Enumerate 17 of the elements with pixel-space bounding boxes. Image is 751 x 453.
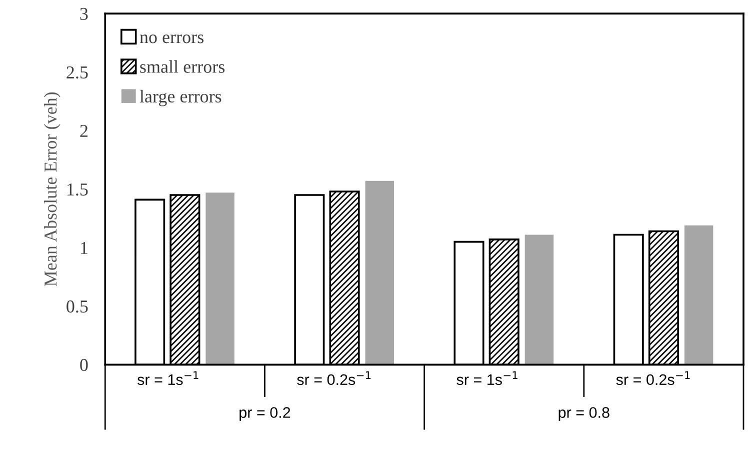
y-tick-label: 0 xyxy=(80,358,88,372)
y-tick-label: 2 xyxy=(80,124,88,137)
x-tick-label: sr = 1s$^{−1}$ xyxy=(137,371,198,386)
legend-label: small errors xyxy=(140,60,225,73)
legend-label: large errors xyxy=(140,90,222,106)
y-tick-label: 1 xyxy=(81,242,88,254)
y-tick-label: 1.5 xyxy=(67,183,88,196)
x-tick-label: sr = 0.2s$^{−1}$ xyxy=(616,371,690,386)
y-tick-label: 0.5 xyxy=(66,300,88,313)
x-tick-label: sr = 1s$^{−1}$ xyxy=(456,371,518,386)
text: pr = 0.8 xyxy=(558,407,610,421)
y-tick-label: 2.5 xyxy=(66,66,88,79)
y-tick-label: 3 xyxy=(80,8,88,20)
text: pr = 0.2 xyxy=(240,407,290,421)
legend-label: no errors xyxy=(140,34,204,44)
x-tick-label: sr = 0.2s$^{−1}$ xyxy=(297,371,371,386)
y-axis-title: Mean Absolute Error (veh) xyxy=(44,92,60,286)
